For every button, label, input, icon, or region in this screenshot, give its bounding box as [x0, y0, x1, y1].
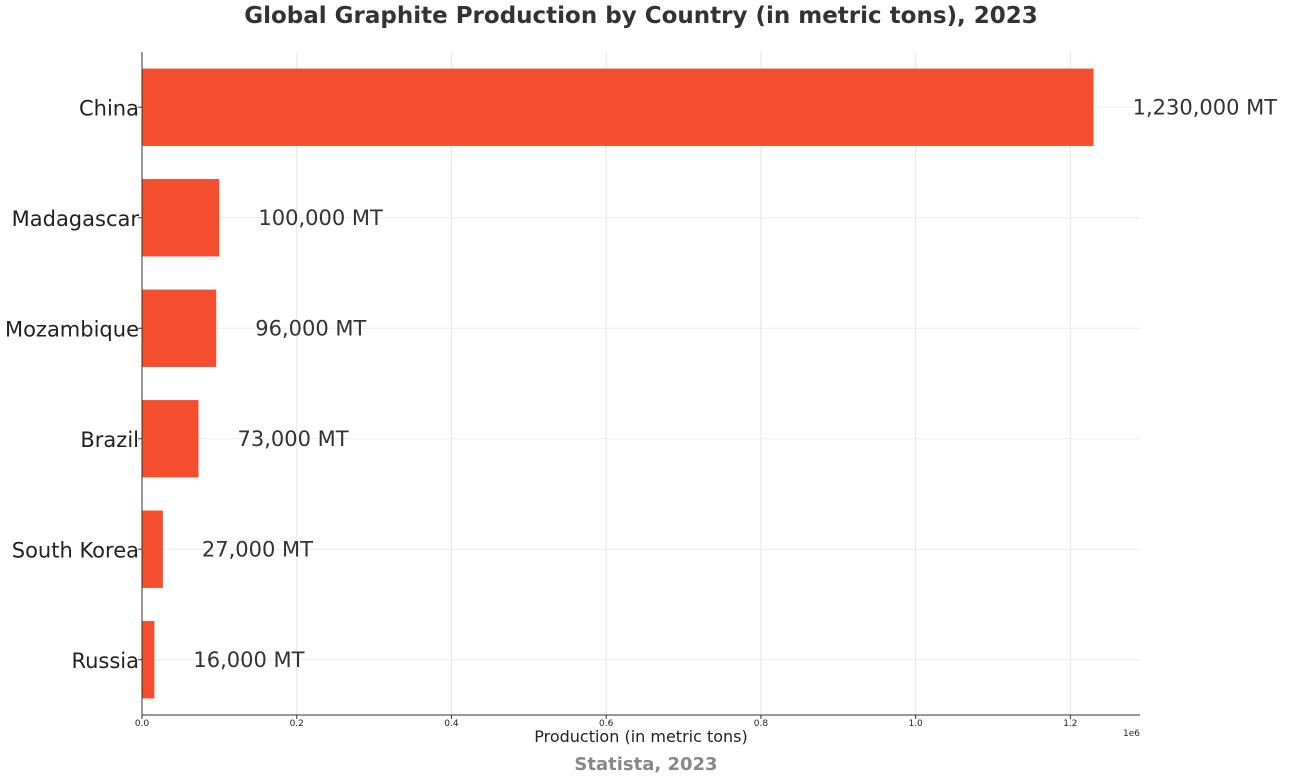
category-label: Russia: [71, 649, 139, 673]
data-label: 100,000 MT: [258, 206, 383, 230]
data-label: 96,000 MT: [255, 316, 366, 340]
axes: [138, 52, 1140, 719]
x-tick-label: 0.2: [290, 719, 304, 729]
x-tick-label: 1.0: [908, 719, 923, 729]
bar-brazil: [142, 400, 199, 478]
bar-mozambique: [142, 289, 217, 367]
data-label: 73,000 MT: [237, 427, 348, 451]
x-tick-label: 0.0: [135, 719, 150, 729]
data-label: 16,000 MT: [193, 648, 304, 672]
category-label: Madagascar: [12, 207, 140, 231]
data-label: 1,230,000 MT: [1133, 95, 1278, 119]
category-label: China: [79, 96, 139, 120]
bar-china: [142, 68, 1094, 146]
category-label: South Korea: [12, 538, 139, 562]
source-note: Statista, 2023: [574, 754, 717, 775]
category-label: Brazil: [80, 428, 139, 452]
chart-title: Global Graphite Production by Country (i…: [244, 3, 1038, 29]
x-tick-label: 0.4: [444, 719, 459, 729]
grid-lines: [141, 52, 1140, 715]
x-tick-label: 0.8: [754, 719, 769, 729]
x-axis-label: Production (in metric tons): [534, 727, 748, 746]
data-label: 27,000 MT: [202, 537, 313, 561]
bars: [142, 68, 1094, 699]
x-tick-label: 1.2: [1063, 719, 1077, 729]
x-tick-label: 0.6: [599, 719, 614, 729]
bar-south-korea: [142, 510, 163, 588]
bar-russia: [142, 621, 155, 699]
category-label: Mozambique: [5, 317, 139, 341]
labels: 0.0 0.2 0.4 0.6 0.8 1.0 1.2 China 1,230,000 MT Ma…: [5, 95, 1277, 729]
bar-madagascar: [142, 179, 220, 257]
x-axis-scale-label: 1e6: [1123, 729, 1140, 739]
